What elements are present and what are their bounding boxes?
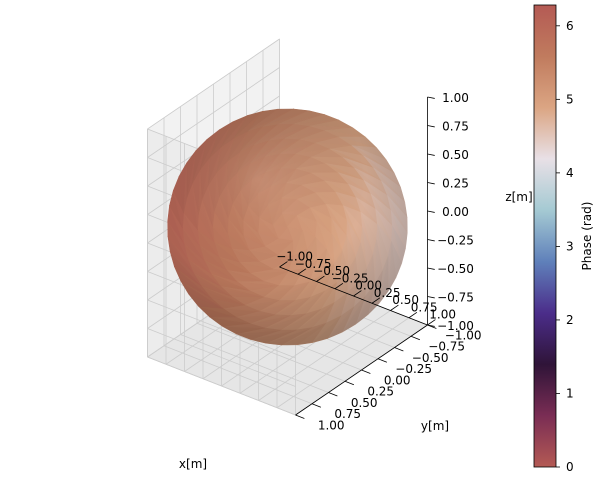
x-tick-label: −1.00 — [276, 250, 313, 264]
y-tick-label: 0.75 — [334, 407, 361, 421]
colorbar-tick-label: 6 — [566, 19, 574, 33]
x-tick-label: 0.75 — [411, 300, 438, 314]
z-tick-label: 0.50 — [442, 148, 469, 162]
y-tick-label: 0.25 — [367, 385, 394, 399]
z-tick-4 — [427, 210, 435, 213]
grid-left-z-7 — [147, 67, 280, 158]
z-tick-label: −0.50 — [437, 262, 474, 276]
colorbar-tick-label: 0 — [566, 460, 574, 474]
y-axis-label: y[m] — [421, 419, 449, 433]
y-tick-6 — [328, 392, 338, 397]
x-tick-label: 0.50 — [392, 293, 419, 307]
y-tick-label: −0.75 — [428, 340, 465, 354]
y-tick-5 — [344, 380, 355, 386]
y-tick-label: −0.25 — [395, 362, 432, 376]
sphere-shading — [167, 108, 408, 346]
z-axis-label: z[m] — [505, 190, 532, 204]
x-tick-2 — [316, 275, 325, 282]
x-tick-label: 1.00 — [429, 308, 456, 322]
colorbar: 0 1 2 3 4 5 6 Phase (rad) — [533, 4, 594, 474]
grid-floor-x-6 — [258, 310, 391, 401]
x-tick-label: 0.00 — [355, 279, 382, 293]
colorbar-gradient — [533, 4, 557, 468]
x-tick-7 — [408, 312, 418, 319]
colorbar-tick-label: 1 — [566, 386, 574, 400]
grid-left-z-8 — [147, 38, 280, 130]
grid-floor-y-6 — [180, 334, 329, 393]
y-tick-label: 0.00 — [384, 373, 411, 387]
y-tick-label: −0.50 — [412, 351, 449, 365]
y-tick-1 — [410, 335, 421, 341]
colorbar-tick-label: 3 — [566, 239, 574, 253]
z-tick-3 — [427, 239, 435, 242]
y-tick-label: 0.50 — [351, 396, 378, 410]
sphere-surface — [167, 108, 408, 346]
z-tick-7 — [427, 125, 435, 128]
y-tick-label: −1.00 — [445, 328, 482, 342]
z-tick-8 — [427, 96, 435, 99]
axis-ticks: −1.00−1.00−1.00−0.75−0.75−0.75−0.50−0.50… — [276, 91, 481, 432]
z-tick-label: 0.75 — [442, 120, 469, 134]
x-tick-6 — [390, 304, 399, 311]
y-tick-3 — [377, 358, 388, 363]
x-tick-label: −0.50 — [313, 264, 350, 278]
z-tick-2 — [427, 267, 435, 270]
grid-floor-y-8 — [147, 356, 296, 416]
x-tick-label: 0.25 — [374, 286, 401, 300]
y-tick-7 — [311, 403, 322, 408]
z-tick-label: −1.00 — [437, 319, 474, 333]
grid-floor-y-7 — [163, 345, 313, 405]
x-tick-8 — [427, 319, 436, 326]
z-tick-label: 1.00 — [442, 91, 469, 105]
x-tick-label: −0.25 — [332, 271, 369, 285]
z-tick-0 — [427, 324, 435, 327]
colorbar-tick-label: 4 — [566, 166, 574, 180]
z-tick-label: 0.25 — [442, 177, 469, 191]
colorbar-tick-label: 5 — [566, 92, 574, 106]
y-tick-2 — [394, 347, 404, 352]
grid-floor-y-5 — [196, 322, 346, 382]
colorbar-label: Phase (rad) — [580, 202, 594, 271]
grid-floor-x-7 — [276, 317, 410, 409]
x-tick-3 — [334, 283, 344, 290]
z-tick-label: 0.00 — [442, 205, 469, 219]
z-tick-label: −0.75 — [437, 291, 474, 305]
y-tick-8 — [295, 414, 305, 419]
z-tick-5 — [427, 182, 435, 185]
y-tick-4 — [361, 369, 371, 374]
x-tick-0 — [279, 261, 288, 268]
x-axis-label: x[m] — [179, 457, 207, 471]
x-tick-4 — [353, 290, 362, 297]
z-tick-6 — [427, 153, 435, 156]
colorbar-tick-label: 2 — [566, 313, 574, 327]
z-tick-1 — [427, 296, 435, 299]
y-tick-label: 1.00 — [318, 418, 345, 432]
x-tick-1 — [297, 268, 307, 275]
z-tick-label: −0.25 — [437, 234, 474, 248]
x-tick-5 — [371, 297, 381, 304]
x-tick-label: −0.75 — [295, 257, 332, 271]
